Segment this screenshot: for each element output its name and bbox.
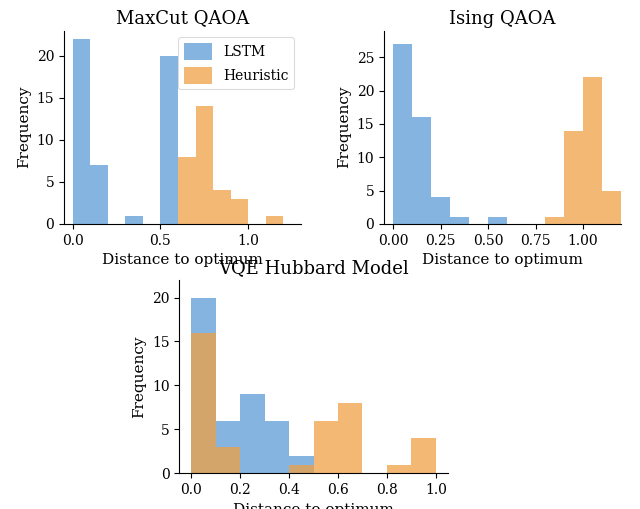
X-axis label: Distance to optimum: Distance to optimum xyxy=(102,253,263,267)
Bar xyxy=(412,438,436,473)
Bar xyxy=(191,333,216,473)
Title: MaxCut QAOA: MaxCut QAOA xyxy=(116,10,249,27)
Bar xyxy=(213,190,230,224)
Legend: LSTM, Heuristic: LSTM, Heuristic xyxy=(179,38,294,90)
Bar xyxy=(338,403,362,473)
Bar xyxy=(230,199,248,224)
Title: VQE Hubbard Model: VQE Hubbard Model xyxy=(218,259,409,277)
X-axis label: Distance to optimum: Distance to optimum xyxy=(233,503,394,509)
Bar xyxy=(545,217,564,224)
Bar xyxy=(387,465,412,473)
Bar xyxy=(178,157,196,224)
Bar xyxy=(451,217,469,224)
Bar xyxy=(583,77,602,224)
Bar xyxy=(196,106,213,224)
Bar xyxy=(564,131,583,224)
Bar xyxy=(73,39,90,224)
Bar xyxy=(125,215,143,224)
Bar xyxy=(602,190,621,224)
Bar xyxy=(216,420,240,473)
Bar xyxy=(240,394,265,473)
Bar xyxy=(431,197,451,224)
Bar xyxy=(314,420,338,473)
Bar xyxy=(90,165,108,224)
Bar xyxy=(191,298,216,473)
Bar xyxy=(265,420,289,473)
Bar xyxy=(266,215,284,224)
Bar xyxy=(161,56,178,224)
Y-axis label: Frequency: Frequency xyxy=(17,86,31,168)
Title: Ising QAOA: Ising QAOA xyxy=(449,10,556,27)
Bar xyxy=(289,456,314,473)
Bar xyxy=(394,44,412,224)
Bar xyxy=(488,217,507,224)
X-axis label: Distance to optimum: Distance to optimum xyxy=(422,253,583,267)
Y-axis label: Frequency: Frequency xyxy=(132,335,147,418)
Bar xyxy=(289,465,314,473)
Y-axis label: Frequency: Frequency xyxy=(337,86,351,168)
Bar xyxy=(412,117,431,224)
Bar xyxy=(216,447,240,473)
